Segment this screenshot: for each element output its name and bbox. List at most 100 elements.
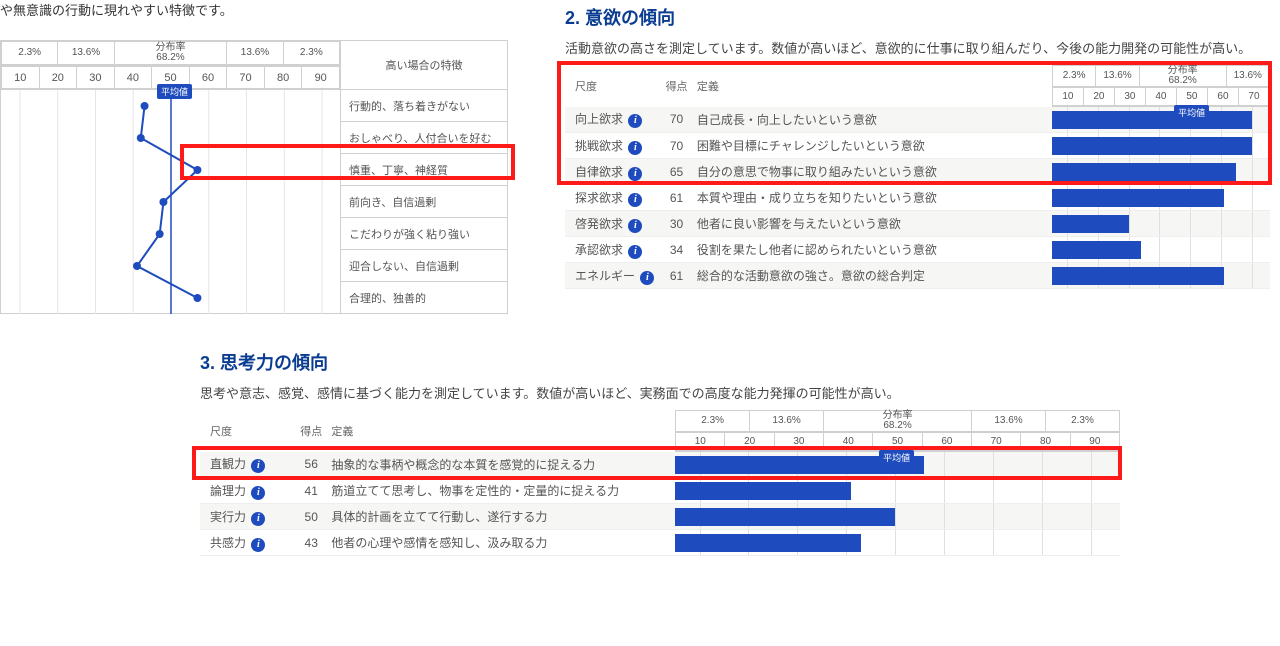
scale-bar <box>675 530 1120 556</box>
scale-def: 具体的計画を立てて行動し、遂行する力 <box>331 504 675 530</box>
scale-name: 実行力 i <box>200 504 291 530</box>
panel2-desc: 活動意欲の高さを測定しています。数値が高いほど、意欲的に仕事に取り組んだり、今後… <box>565 38 1270 57</box>
scale-bar <box>1052 133 1270 159</box>
panel2-title: 2. 意欲の傾向 <box>565 4 1270 30</box>
scale-score: 56 <box>291 452 331 478</box>
info-icon[interactable]: i <box>251 538 265 552</box>
scale-bar <box>1052 263 1270 289</box>
axis-tick: 70 <box>227 67 265 89</box>
axis-tick: 30 <box>77 67 115 89</box>
panel2-h-score: 得点 <box>666 81 688 93</box>
axis-tick: 70 <box>1238 88 1269 106</box>
scale-score: 50 <box>291 504 331 530</box>
scale-score: 61 <box>656 185 697 211</box>
scale-name: 啓発欲求 i <box>565 211 656 237</box>
panel3-table: 尺度 得点 定義 2.3%13.6%分布率 68.2%13.6%2.3% 102… <box>200 410 1120 556</box>
scale-def: 自分の意思で物事に取り組みたいという意欲 <box>697 159 1052 185</box>
scale-bar <box>1052 211 1270 237</box>
scale-score: 41 <box>291 478 331 504</box>
scale-name: 直観力 i <box>200 452 291 478</box>
axis-tick: 40 <box>114 67 152 89</box>
scale-row: 共感力 i43他者の心理や感情を感知し、汲み取る力 <box>200 530 1120 556</box>
panel1-high-text: こだわりが強く粘り強い <box>341 218 508 250</box>
scale-bar <box>1052 159 1270 185</box>
scale-def: 本質や理由・成り立ちを知りたいという意欲 <box>697 185 1052 211</box>
scale-score: 65 <box>656 159 697 185</box>
scale-score: 70 <box>656 133 697 159</box>
scale-name: 論理力 i <box>200 478 291 504</box>
info-icon[interactable]: i <box>251 486 265 500</box>
axis-tick: 10 <box>676 433 725 451</box>
info-icon[interactable]: i <box>628 193 642 207</box>
panel1-dist-row: 2.3%13.6%分布率 68.2%13.6%2.3% 高い場合の特徴 <box>1 41 508 66</box>
scale-def: 他者に良い影響を与えたいという意欲 <box>697 211 1052 237</box>
scale-row: 探求欲求 i61本質や理由・成り立ちを知りたいという意欲 <box>565 185 1270 211</box>
axis-tick: 20 <box>725 433 774 451</box>
dist-band: 13.6% <box>1226 66 1269 87</box>
axis-tick: 50 <box>1176 88 1207 106</box>
panel3-h-scale: 尺度 <box>210 426 232 438</box>
axis-tick: 90 <box>1070 433 1119 451</box>
info-icon[interactable]: i <box>640 271 654 285</box>
panel1-row: 平均値行動的、落ち着きがない <box>1 90 508 122</box>
scale-row: 論理力 i41筋道立てて思考し、物事を定性的・定量的に捉える力 <box>200 478 1120 504</box>
scale-bar <box>1052 185 1270 211</box>
dist-band: 2.3% <box>2 42 58 65</box>
scale-name: エネルギー i <box>565 263 656 289</box>
scale-score: 34 <box>656 237 697 263</box>
axis-tick: 20 <box>39 67 77 89</box>
axis-tick: 30 <box>774 433 823 451</box>
info-icon[interactable]: i <box>251 459 265 473</box>
dist-band: 13.6% <box>1096 66 1139 87</box>
scale-name: 挑戦欲求 i <box>565 133 656 159</box>
scale-row: 向上欲求 i70自己成長・向上したいという意欲平均値 <box>565 107 1270 133</box>
info-icon[interactable]: i <box>628 219 642 233</box>
scale-row: 実行力 i50具体的計画を立てて行動し、遂行する力 <box>200 504 1120 530</box>
dist-band: 13.6% <box>58 42 114 65</box>
dist-band: 2.3% <box>1046 411 1120 432</box>
scale-def: 自己成長・向上したいという意欲 <box>697 107 1052 133</box>
dist-band: 分布率 68.2% <box>114 42 227 65</box>
avg-badge: 平均値 <box>879 450 914 465</box>
axis-tick: 80 <box>264 67 302 89</box>
scale-bar: 平均値 <box>1052 107 1270 133</box>
axis-tick: 40 <box>824 433 873 451</box>
scale-def: 抽象的な事柄や概念的な本質を感覚的に捉える力 <box>331 452 675 478</box>
scale-row: 啓発欲求 i30他者に良い影響を与えたいという意欲 <box>565 211 1270 237</box>
axis-tick: 10 <box>2 67 40 89</box>
scale-def: 筋道立てて思考し、物事を定性的・定量的に捉える力 <box>331 478 675 504</box>
dist-band: 2.3% <box>1052 66 1095 87</box>
scale-name: 自律欲求 i <box>565 159 656 185</box>
scale-bar <box>675 478 1120 504</box>
info-icon[interactable]: i <box>628 141 642 155</box>
axis-tick: 80 <box>1021 433 1070 451</box>
panel1-high-text: 迎合しない、自信過剰 <box>341 250 508 282</box>
axis-tick: 60 <box>189 67 227 89</box>
scale-name: 探求欲求 i <box>565 185 656 211</box>
info-icon[interactable]: i <box>628 167 642 181</box>
scale-name: 共感力 i <box>200 530 291 556</box>
panel3-h-def: 定義 <box>331 426 353 438</box>
axis-tick: 90 <box>302 67 340 89</box>
info-icon[interactable]: i <box>628 114 642 128</box>
info-icon[interactable]: i <box>628 245 642 259</box>
dist-band: 2.3% <box>676 411 750 432</box>
scale-score: 30 <box>656 211 697 237</box>
panel1-high-text: 慎重、丁寧、神経質 <box>341 154 508 186</box>
scale-row: 挑戦欲求 i70困難や目標にチャレンジしたいという意欲 <box>565 133 1270 159</box>
axis-tick: 20 <box>1083 88 1114 106</box>
panel1-high-header: 高い場合の特徴 <box>341 41 508 90</box>
axis-tick: 10 <box>1052 88 1083 106</box>
info-icon[interactable]: i <box>251 512 265 526</box>
panel1-high-text: 前向き、自信過剰 <box>341 186 508 218</box>
dist-band: 13.6% <box>227 42 283 65</box>
axis-tick: 50 <box>873 433 922 451</box>
avg-badge: 平均値 <box>157 84 192 99</box>
avg-badge: 平均値 <box>1174 105 1209 120</box>
axis-tick: 60 <box>1207 88 1238 106</box>
dist-band: 分布率 68.2% <box>824 411 972 432</box>
scale-bar: 平均値 <box>675 452 1120 478</box>
panel1-table: 2.3%13.6%分布率 68.2%13.6%2.3% 高い場合の特徴 1020… <box>0 40 508 314</box>
panel1-high-text: 行動的、落ち着きがない <box>341 90 508 122</box>
scale-def: 困難や目標にチャレンジしたいという意欲 <box>697 133 1052 159</box>
